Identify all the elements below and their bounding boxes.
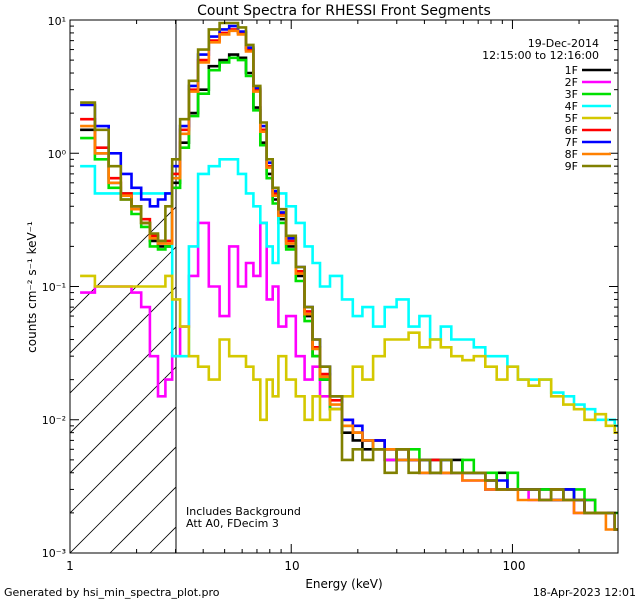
time-range-label: 12:15:00 to 12:16:00 — [482, 49, 599, 62]
series-line-2F — [80, 221, 618, 531]
legend-label-7F: 7F — [565, 136, 578, 149]
x-tick-label: 1 — [66, 559, 74, 573]
series-group — [80, 21, 618, 531]
axis-ticks — [69, 19, 619, 554]
y-tick-label: 10⁻³ — [42, 547, 66, 560]
hatch-line — [70, 366, 176, 474]
y-axis-label: counts cm⁻² s⁻¹ keV⁻¹ — [25, 221, 39, 353]
y-tick-label: 10⁰ — [48, 148, 67, 161]
series-line-8F — [80, 29, 618, 531]
generated-by-footer: Generated by hsi_min_spectra_plot.pro — [4, 586, 220, 599]
legend-label-4F: 4F — [565, 100, 578, 113]
hatch-line — [70, 286, 176, 394]
series-line-6F — [80, 28, 618, 531]
hatch-line — [70, 406, 176, 514]
legend-label-3F: 3F — [565, 88, 578, 101]
legend-label-9F: 9F — [565, 160, 578, 173]
timestamp-footer: 18-Apr-2023 12:01 — [533, 586, 636, 599]
date-label: 19-Dec-2014 — [528, 37, 599, 50]
legend-label-2F: 2F — [565, 76, 578, 89]
background-note: Includes Background — [186, 505, 301, 518]
legend-label-8F: 8F — [565, 148, 578, 161]
legend-label-5F: 5F — [565, 112, 578, 125]
y-tick-label: 10¹ — [48, 15, 66, 28]
hatch-line — [70, 446, 176, 553]
series-line-1F — [80, 53, 618, 531]
legend-label-1F: 1F — [565, 64, 578, 77]
x-tick-label: 100 — [503, 559, 526, 573]
x-tick-label: 10 — [284, 559, 299, 573]
hatch-line — [550, 20, 640, 553]
legend-label-6F: 6F — [565, 124, 578, 137]
y-tick-label: 10⁻¹ — [42, 281, 66, 294]
attenuator-note: Att A0, FDecim 3 — [186, 517, 279, 530]
chart-title: Count Spectra for RHESSI Front Segments — [197, 3, 491, 19]
series-line-9F — [80, 21, 618, 531]
y-tick-label: 10⁻² — [42, 414, 66, 427]
x-axis-label: Energy (keV) — [305, 577, 382, 591]
series-line-7F — [80, 24, 618, 531]
